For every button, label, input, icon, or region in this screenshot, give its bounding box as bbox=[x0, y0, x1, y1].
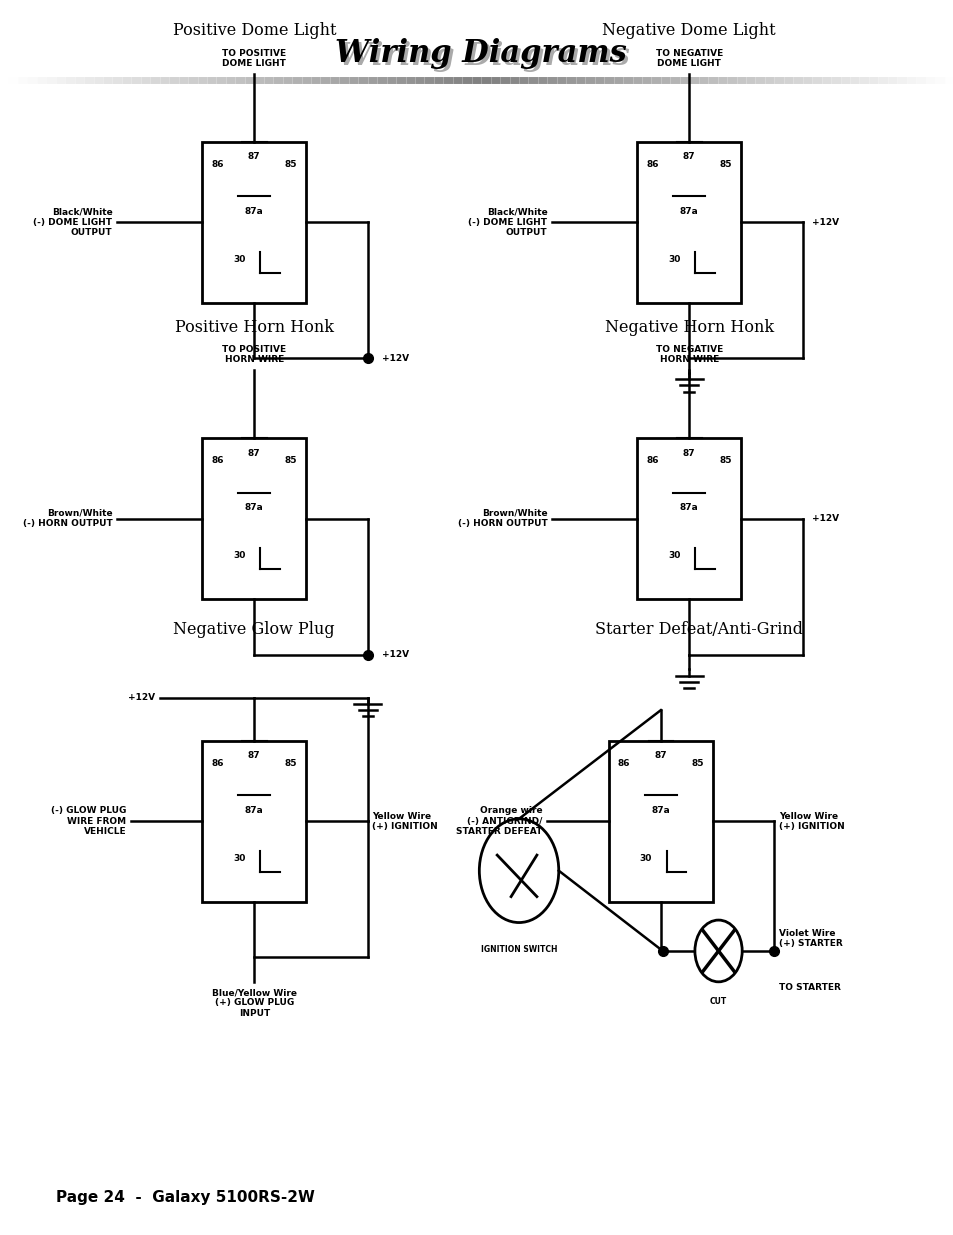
Text: Negative Glow Plug: Negative Glow Plug bbox=[173, 621, 335, 638]
Text: TO STARTER: TO STARTER bbox=[779, 983, 840, 993]
Bar bbox=[202, 438, 306, 599]
Text: +12V: +12V bbox=[381, 650, 409, 659]
Text: 87a: 87a bbox=[245, 503, 263, 513]
Text: 85: 85 bbox=[285, 758, 297, 768]
Text: Page 24  -  Galaxy 5100RS-2W: Page 24 - Galaxy 5100RS-2W bbox=[55, 1191, 314, 1205]
Text: 85: 85 bbox=[285, 159, 297, 169]
Text: 30: 30 bbox=[639, 853, 651, 863]
Text: TO NEGATIVE
DOME LIGHT: TO NEGATIVE DOME LIGHT bbox=[655, 48, 722, 68]
Text: Black/White
(-) DOME LIGHT
OUTPUT: Black/White (-) DOME LIGHT OUTPUT bbox=[468, 207, 547, 237]
Text: TO POSITIVE
DOME LIGHT: TO POSITIVE DOME LIGHT bbox=[222, 48, 286, 68]
Text: 86: 86 bbox=[645, 456, 658, 466]
Text: Yellow Wire
(+) IGNITION: Yellow Wire (+) IGNITION bbox=[779, 811, 844, 831]
Text: TO NEGATIVE
HORN WIRE: TO NEGATIVE HORN WIRE bbox=[655, 345, 722, 364]
Bar bbox=[637, 438, 740, 599]
Text: IGNITION SWITCH: IGNITION SWITCH bbox=[480, 945, 557, 953]
Text: (-) GLOW PLUG
WIRE FROM
VEHICLE: (-) GLOW PLUG WIRE FROM VEHICLE bbox=[51, 806, 127, 836]
Text: Yellow Wire
(+) IGNITION: Yellow Wire (+) IGNITION bbox=[372, 811, 437, 831]
Text: CUT: CUT bbox=[709, 997, 726, 1005]
Text: Positive Horn Honk: Positive Horn Honk bbox=[174, 319, 334, 336]
Text: 85: 85 bbox=[720, 456, 732, 466]
Text: 87: 87 bbox=[654, 751, 666, 761]
Bar bbox=[637, 142, 740, 303]
Text: 30: 30 bbox=[667, 254, 679, 264]
Text: 30: 30 bbox=[233, 254, 245, 264]
Text: 86: 86 bbox=[211, 159, 223, 169]
Text: 87a: 87a bbox=[245, 805, 263, 815]
Text: Wiring Diagrams: Wiring Diagrams bbox=[337, 41, 629, 73]
Bar bbox=[608, 741, 712, 902]
Text: 87: 87 bbox=[248, 751, 260, 761]
Bar bbox=[202, 142, 306, 303]
Text: TO POSITIVE
HORN WIRE: TO POSITIVE HORN WIRE bbox=[222, 345, 286, 364]
Circle shape bbox=[694, 920, 741, 982]
Text: 86: 86 bbox=[211, 758, 223, 768]
Text: 30: 30 bbox=[233, 551, 245, 561]
Text: 85: 85 bbox=[285, 456, 297, 466]
Text: 87a: 87a bbox=[651, 805, 670, 815]
Text: 87: 87 bbox=[248, 152, 260, 162]
Text: 30: 30 bbox=[233, 853, 245, 863]
Text: 86: 86 bbox=[645, 159, 658, 169]
Text: 87: 87 bbox=[248, 448, 260, 458]
Text: Brown/White
(-) HORN OUTPUT: Brown/White (-) HORN OUTPUT bbox=[457, 509, 547, 529]
Text: Wiring Diagrams: Wiring Diagrams bbox=[335, 37, 626, 69]
Text: Positive Dome Light: Positive Dome Light bbox=[172, 22, 335, 40]
Text: Negative Horn Honk: Negative Horn Honk bbox=[604, 319, 773, 336]
Text: 85: 85 bbox=[720, 159, 732, 169]
Text: 85: 85 bbox=[691, 758, 703, 768]
Text: 30: 30 bbox=[667, 551, 679, 561]
Text: +12V: +12V bbox=[811, 217, 839, 227]
Text: 87a: 87a bbox=[679, 503, 698, 513]
Text: 87a: 87a bbox=[245, 206, 263, 216]
Text: +12V: +12V bbox=[381, 353, 409, 363]
Text: 87: 87 bbox=[682, 152, 695, 162]
Text: Blue/Yellow Wire
(+) GLOW PLUG
INPUT: Blue/Yellow Wire (+) GLOW PLUG INPUT bbox=[212, 988, 296, 1018]
Text: +12V: +12V bbox=[128, 693, 154, 703]
Bar bbox=[202, 741, 306, 902]
Text: Negative Dome Light: Negative Dome Light bbox=[601, 22, 775, 40]
Text: 86: 86 bbox=[618, 758, 630, 768]
Text: Brown/White
(-) HORN OUTPUT: Brown/White (-) HORN OUTPUT bbox=[23, 509, 112, 529]
Text: Starter Defeat/Anti-Grind: Starter Defeat/Anti-Grind bbox=[594, 621, 801, 638]
Text: Orange wire
(-) ANTIGRIND/
STARTER DEFEAT: Orange wire (-) ANTIGRIND/ STARTER DEFEA… bbox=[456, 806, 542, 836]
Text: Violet Wire
(+) STARTER: Violet Wire (+) STARTER bbox=[779, 929, 841, 948]
Text: Black/White
(-) DOME LIGHT
OUTPUT: Black/White (-) DOME LIGHT OUTPUT bbox=[33, 207, 112, 237]
Text: 87a: 87a bbox=[679, 206, 698, 216]
Text: 87: 87 bbox=[682, 448, 695, 458]
Text: 86: 86 bbox=[211, 456, 223, 466]
Text: +12V: +12V bbox=[811, 514, 839, 524]
